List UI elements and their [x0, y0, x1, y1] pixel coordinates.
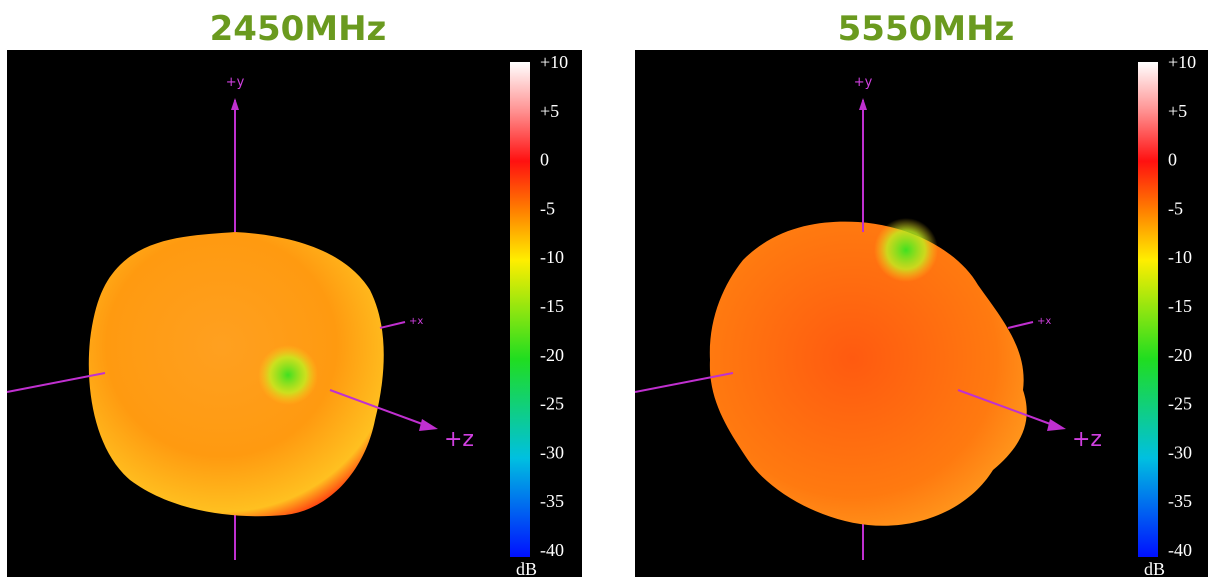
colorbar-tick-label: -30 [1168, 442, 1192, 462]
colorbar-tick-label: 0 [540, 150, 549, 170]
panel-title: 2450MHz [210, 9, 387, 49]
axis-z [329, 389, 426, 426]
axis-x [1007, 321, 1034, 329]
axis-y-arrow [231, 98, 239, 110]
colorbar-tick-label: -5 [1168, 198, 1183, 218]
axis-x [379, 321, 406, 329]
colorbar-tick-label: -35 [540, 491, 564, 511]
colorbar-tick-label: -15 [1168, 296, 1192, 316]
panel: 5550MHz +y +x +z +10 +5 0 -5 -10 -15 -20 -25 -30 -35 -… [634, 9, 1208, 577]
colorbar [1138, 62, 1158, 557]
axis-neg-x [634, 372, 734, 393]
radiation-pattern [88, 232, 384, 517]
colorbar-tick-label: 0 [1168, 150, 1177, 170]
null-region [258, 345, 318, 405]
colorbar-tick-label: -30 [540, 442, 564, 462]
axis-z-label: +z [444, 427, 474, 452]
colorbar-tick-label: +10 [540, 52, 568, 72]
axis-neg-x [6, 372, 106, 393]
colorbar-tick-label: -25 [540, 394, 564, 414]
axis-z [957, 389, 1054, 426]
colorbar-tick-label: -25 [1168, 394, 1192, 414]
axis-y-label: +y [226, 75, 245, 90]
colorbar-tick-label: +10 [1168, 52, 1196, 72]
colorbar-tick-label: -10 [1168, 247, 1192, 267]
colorbar-tick-label: -35 [1168, 491, 1192, 511]
colorbar-tick-label: -5 [540, 198, 555, 218]
axis-y-arrow [859, 98, 867, 110]
colorbar-tick-label: -20 [540, 345, 564, 365]
panel-title: 5550MHz [838, 9, 1015, 49]
colorbar-unit: dB [1144, 559, 1165, 577]
colorbar-tick-label: +5 [540, 101, 559, 121]
axis-z-label: +z [1072, 427, 1102, 452]
colorbar-tick-label: -15 [540, 296, 564, 316]
colorbar-tick-label: -10 [540, 247, 564, 267]
colorbar [510, 62, 530, 557]
colorbar-unit: dB [516, 559, 537, 577]
axis-x-label: +x [1037, 316, 1051, 327]
colorbar-tick-label: -40 [540, 540, 564, 560]
axis-z-arrow [419, 419, 438, 431]
colorbar-tick-label: +5 [1168, 101, 1187, 121]
axis-z-arrow [1047, 419, 1066, 431]
panel: 2450MHz +y +x +z +10 +5 0 -5 -10 -15 -20 -25 -30 -35 -… [6, 9, 582, 577]
colorbar-tick-label: -20 [1168, 345, 1192, 365]
colorbar-tick-label: -40 [1168, 540, 1192, 560]
radiation-pattern [709, 221, 1027, 526]
axis-y-label: +y [854, 75, 873, 90]
null-region [874, 218, 938, 282]
axis-x-label: +x [409, 316, 423, 327]
